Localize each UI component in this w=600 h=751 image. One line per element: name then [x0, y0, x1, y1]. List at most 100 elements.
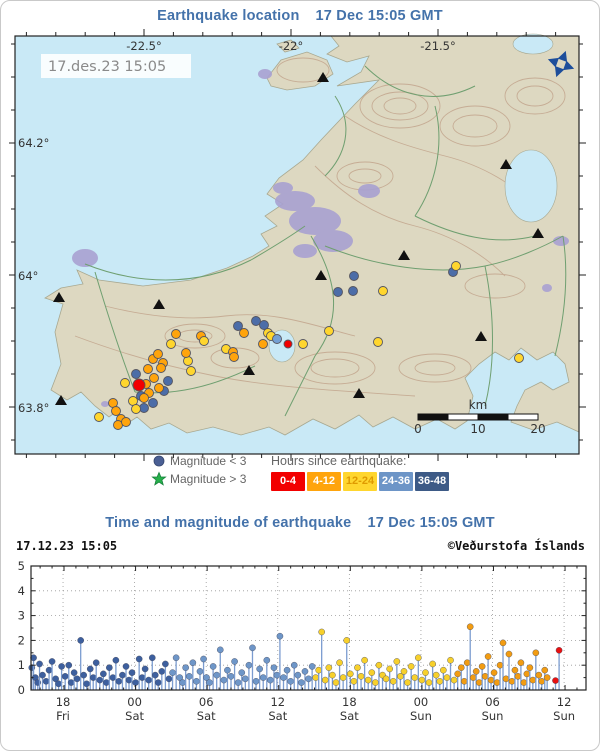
seismic-stations [53, 72, 544, 405]
station-triangle-icon [353, 388, 365, 398]
stem-marker [301, 668, 309, 675]
stem-marker [109, 674, 117, 681]
stem-marker [440, 666, 447, 674]
stem-marker [58, 663, 65, 670]
stem-marker [151, 671, 159, 679]
stem-marker [132, 679, 139, 686]
quake-marker-o [239, 328, 249, 338]
hours-bucket-36-48: 36-48 [415, 472, 449, 491]
stem-marker [203, 674, 210, 681]
lake-north [512, 33, 554, 55]
stem-marker [520, 679, 528, 686]
y-tick-label: 4 [18, 584, 25, 598]
stem-marker [283, 666, 291, 674]
stem-marker [443, 674, 451, 681]
y-tick-label: 1 [18, 658, 25, 672]
stem-marker [73, 675, 81, 683]
legend-magnitude-small: Magnitude < 3 [151, 453, 246, 469]
quake-marker-y [120, 378, 130, 388]
x-tick-day: Sat [125, 709, 144, 723]
stem-marker [478, 663, 486, 670]
stem-marker [382, 675, 390, 683]
quake-marker-o [156, 363, 166, 373]
lon-label: -22.5° [126, 39, 162, 53]
stem-marker [128, 669, 136, 676]
chart-stems [28, 623, 563, 690]
stem-marker [86, 665, 94, 673]
stem-marker [206, 679, 213, 686]
x-tick-hour: 06 [199, 695, 214, 709]
stem-marker [400, 668, 408, 675]
stem-marker [447, 656, 454, 664]
station-triangle-icon [532, 228, 544, 238]
stem-marker [318, 628, 325, 636]
compass-rose-icon [547, 50, 575, 78]
stem-marker [354, 664, 361, 671]
stem-marker [263, 656, 271, 664]
stem-marker [336, 659, 343, 667]
quake-marker-b [139, 403, 149, 413]
stem-marker [415, 654, 422, 662]
stem-marker [552, 677, 559, 684]
x-tick-day: Sun [410, 709, 432, 723]
stem-marker [135, 655, 143, 663]
station-triangle-icon [317, 72, 329, 82]
stem-marker [529, 676, 537, 684]
stem-marker [138, 674, 146, 681]
y-tick-label: 2 [18, 633, 25, 647]
stem-marker [375, 661, 383, 669]
stem-marker [490, 669, 498, 676]
stem-marker [514, 673, 522, 680]
stem-marker [158, 668, 166, 675]
hours-bucket-12-24: 12-24 [343, 472, 377, 491]
quake-marker-b [163, 376, 173, 386]
stem-marker [89, 674, 97, 681]
stem-marker [238, 669, 246, 676]
stem-marker [389, 678, 397, 685]
quake-marker-o [171, 329, 181, 339]
stem-marker [404, 679, 411, 686]
quake-marker-y [451, 261, 461, 271]
stem-marker [339, 674, 347, 681]
station-triangle-icon [53, 292, 65, 302]
stem-marker [182, 664, 189, 671]
stem-marker [103, 679, 110, 686]
quake-marker-b [233, 321, 243, 331]
x-tick-hour: 00 [127, 695, 142, 709]
stem-marker [472, 668, 480, 675]
stem-marker [169, 669, 176, 676]
stem-marker [526, 664, 534, 671]
stem-marker [422, 669, 429, 676]
stem-marker [67, 679, 75, 686]
stem-marker [249, 644, 256, 652]
stem-marker [280, 674, 287, 681]
map-title-text: Earthquake location [157, 8, 300, 24]
y-tick-label: 5 [18, 559, 25, 573]
stem-marker [112, 656, 120, 664]
station-triangle-icon [500, 159, 512, 169]
station-triangle-icon [243, 365, 255, 375]
quake-marker-o [111, 406, 121, 416]
lon-label: -21.5° [420, 39, 456, 53]
quake-marker-y [298, 339, 308, 349]
lon-label: -22° [279, 39, 304, 53]
stem-marker [267, 676, 274, 684]
stem-marker [298, 679, 305, 686]
x-tick-day: Sun [482, 709, 504, 723]
stem-marker [172, 654, 180, 662]
stem-marker [532, 649, 540, 657]
stem-marker [305, 675, 312, 683]
quake-marker-o [139, 393, 149, 403]
stem-marker [386, 665, 393, 673]
chart-border [30, 565, 587, 691]
stem-marker [361, 656, 368, 664]
x-tick-hour: 06 [485, 695, 500, 709]
quake-marker-y [373, 337, 383, 347]
stem-marker [55, 680, 62, 688]
stem-marker [224, 666, 231, 674]
stem-marker [372, 679, 379, 686]
map-title-time: 17 Dec 15:05 GMT [315, 8, 443, 24]
stem-marker [368, 669, 376, 676]
stem-marker [535, 671, 543, 679]
